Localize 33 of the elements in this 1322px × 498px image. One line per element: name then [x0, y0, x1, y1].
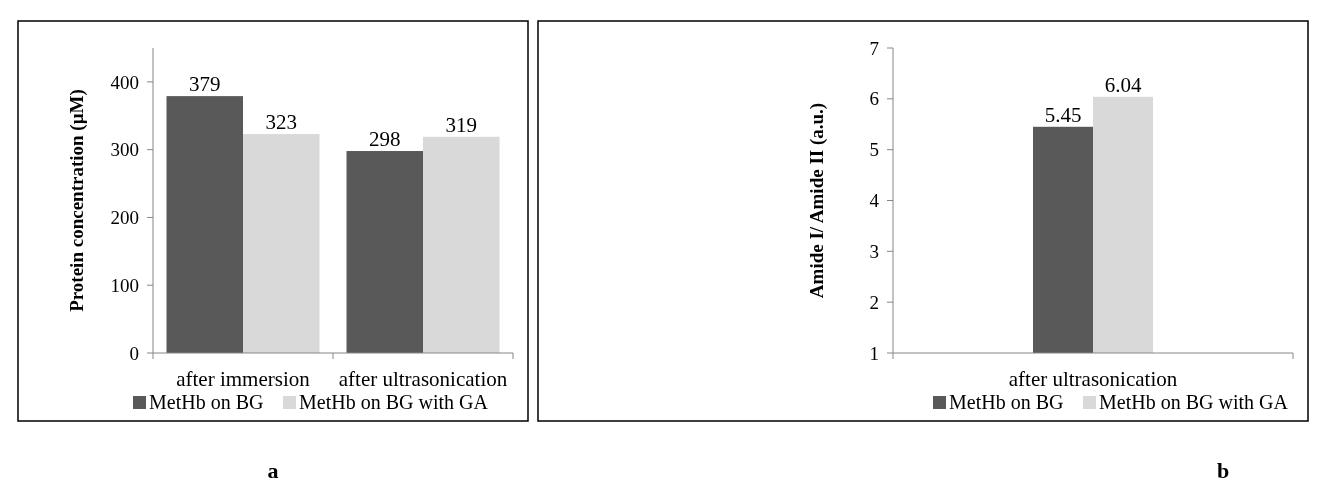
legend-label: MetHb on BG with GA [299, 391, 489, 413]
data-label: 319 [445, 112, 477, 137]
x-tick-label: after immersion [176, 367, 311, 391]
y-tick-label: 4 [869, 190, 880, 212]
data-label: 323 [265, 110, 297, 135]
y-tick-label: 1 [869, 342, 879, 364]
x-tick-label: after ultrasonication [338, 367, 508, 391]
bar [243, 134, 320, 353]
bar [423, 136, 500, 353]
legend-label: MetHb on BG [149, 391, 264, 413]
text: b [1216, 458, 1230, 483]
y-axis-title: Protein concentration (µM) [66, 89, 88, 312]
data-label: 379 [189, 72, 221, 97]
data-label: 6.04 [1104, 72, 1142, 97]
y-tick-label: 3 [869, 240, 879, 262]
y-tick-label: 2 [869, 291, 879, 313]
data-label: 298 [369, 127, 401, 152]
y-tick-label: 7 [869, 37, 879, 59]
text: a [267, 458, 279, 483]
legend-label: MetHb on BG with GA [1099, 391, 1289, 413]
y-tick-label: 300 [110, 139, 139, 161]
y-tick-label: 400 [110, 71, 139, 93]
y-tick-label: 5 [869, 139, 879, 161]
y-tick-label: 200 [110, 207, 139, 229]
x-tick-label: after ultrasonication [1008, 367, 1178, 391]
bar [346, 151, 423, 353]
y-tick-label: 100 [110, 274, 139, 296]
y-tick-label: 6 [869, 88, 879, 110]
y-tick-label: 0 [129, 342, 139, 364]
y-axis-title: Amide I/ Amide II (a.u.) [806, 102, 828, 299]
data-label: 5.45 [1044, 102, 1082, 127]
bar [166, 96, 243, 353]
legend-label: MetHb on BG [949, 391, 1064, 413]
